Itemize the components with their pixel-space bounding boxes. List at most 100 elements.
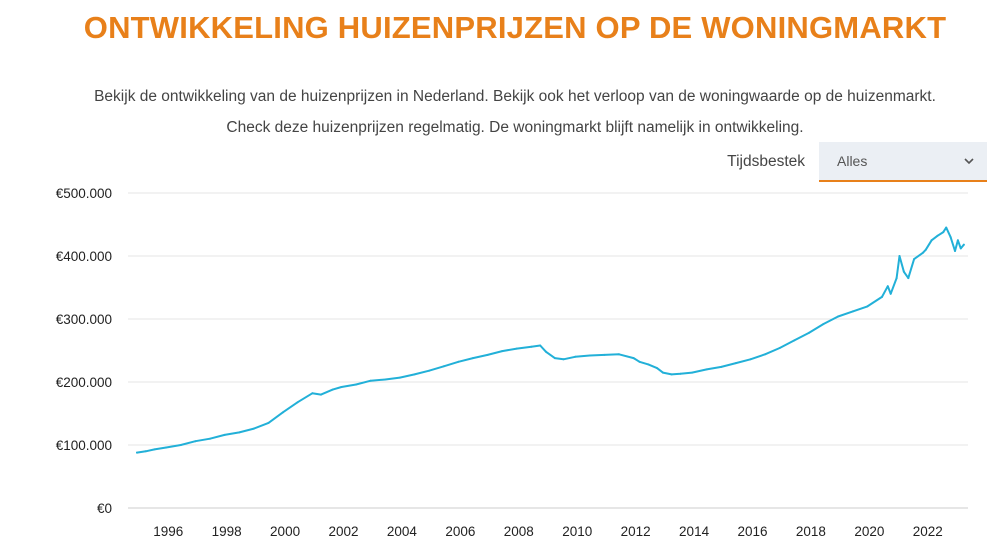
data-point [238,431,241,434]
intro-text-line-1: Bekijk de ontwikkeling van de huizenprij… [94,88,936,105]
data-point [574,355,577,358]
data-point [898,255,901,257]
timeframe-select[interactable]: Alles [819,142,987,182]
intro-text-line-2: Check deze huizenprijzen regelmatig. De … [226,119,804,136]
data-point [720,365,723,368]
data-point [691,371,694,374]
data-point [144,450,147,453]
x-tick-label: 2022 [913,524,943,539]
data-point [501,350,504,353]
data-point [902,270,905,273]
data-point [632,357,635,360]
data-point [588,354,591,357]
data-point [705,368,708,371]
data-point [807,331,810,334]
data-point [428,369,431,372]
data-point [252,427,255,430]
x-tick-label: 2018 [796,524,826,539]
data-point [913,258,916,261]
data-point [954,250,956,252]
timeframe-selected-value: Alles [837,153,868,169]
data-point [959,247,962,250]
data-point [545,350,547,353]
data-point [734,362,737,365]
data-point [656,367,658,370]
y-tick-label: €0 [97,501,112,516]
data-point [296,401,299,404]
x-tick-label: 2002 [328,524,358,539]
x-tick-label: 2010 [562,524,592,539]
x-tick-label: 2016 [737,524,767,539]
series-line [136,226,965,454]
timeframe-label: Tijdsbestek [727,153,805,170]
data-point [618,353,620,356]
data-point [886,285,889,288]
x-tick-label: 2004 [387,524,418,539]
data-point [472,357,474,360]
data-point [793,339,796,342]
data-point [647,363,650,366]
data-point [942,231,945,234]
x-tick-label: 1996 [153,524,183,539]
data-point [369,379,372,382]
data-point [924,248,927,251]
x-tick-label: 1998 [212,524,242,539]
data-point [895,277,898,280]
data-point [945,226,948,229]
data-point [153,448,156,451]
data-point [340,386,343,388]
data-point [962,243,965,246]
data-point [778,347,781,349]
data-point [413,373,416,376]
data-point [267,421,270,424]
data-point [355,383,358,386]
data-point [384,378,387,381]
data-point [282,411,285,414]
data-point [881,295,883,298]
data-point [486,353,489,356]
x-tick-label: 2012 [621,524,651,539]
data-point [670,373,673,376]
data-point [837,315,840,318]
data-point [949,236,952,239]
data-point [851,310,854,313]
data-point [679,372,682,375]
chevron-down-icon [964,158,974,165]
data-point [398,376,401,379]
data-point [223,433,226,436]
data-point [921,251,924,254]
data-point [749,358,752,361]
data-point [936,234,939,237]
data-point [331,388,334,391]
data-point [179,444,182,446]
data-point [442,365,445,368]
x-tick-label: 2006 [445,524,475,539]
x-tick-label: 2014 [679,524,710,539]
data-point [209,437,211,440]
data-point [764,353,767,356]
data-point [194,440,197,443]
x-tick-label: 2020 [854,524,884,539]
y-tick-label: €300.000 [56,312,112,327]
data-point [889,292,892,295]
data-point [515,347,518,350]
data-point [822,323,825,325]
data-point [539,344,542,347]
y-tick-label: €400.000 [56,249,112,264]
y-tick-label: €200.000 [56,375,112,390]
data-point [907,277,910,280]
x-tick-label: 2008 [504,524,534,539]
y-tick-label: €100.000 [56,438,112,453]
data-point [638,360,641,363]
x-tick-label: 2000 [270,524,300,539]
data-point [165,446,168,449]
data-point [603,353,606,356]
data-point [553,357,556,360]
data-point [136,451,138,454]
data-point [866,305,869,308]
data-point [311,392,314,395]
data-point [530,345,533,348]
data-point [930,239,933,242]
y-tick-label: €500.000 [56,186,112,201]
